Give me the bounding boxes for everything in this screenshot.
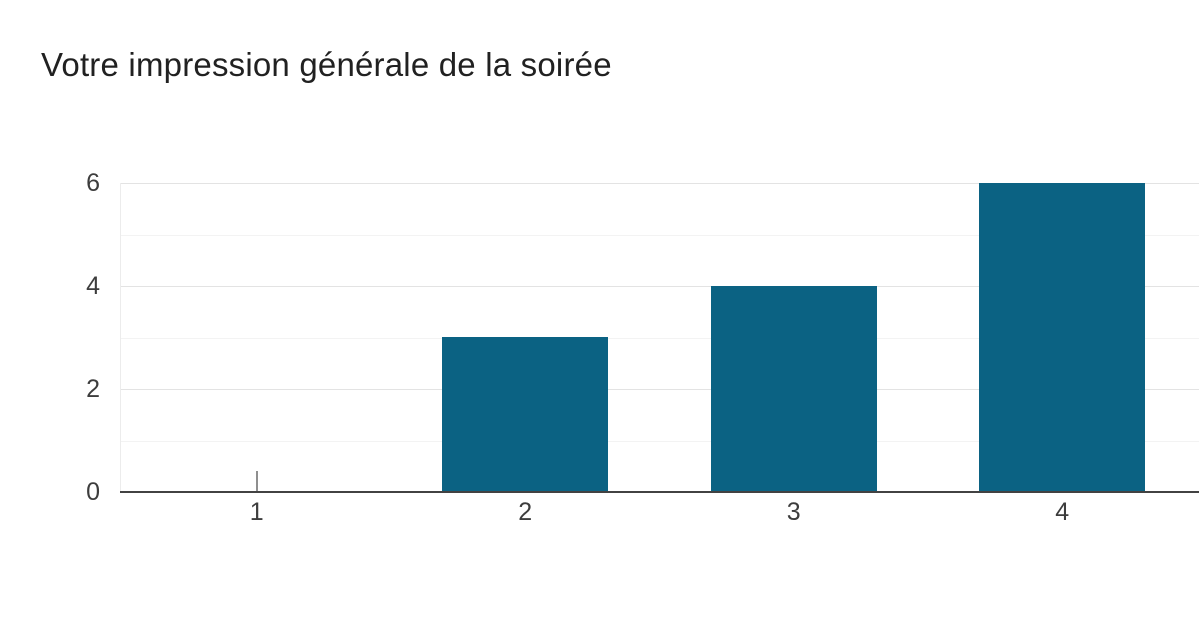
y-axis-tick-label-0: 0: [86, 478, 100, 506]
x-axis-category-label-4: 4: [1055, 498, 1070, 526]
bar-category-3: [710, 286, 877, 492]
y-axis-tick-label-6: 6: [86, 169, 100, 197]
minor-gridline-y5: [120, 234, 1199, 236]
bar-category-1-zero-marker: [255, 471, 258, 492]
chart-title: Votre impression générale de la soirée: [41, 46, 612, 83]
y-axis-tick-label-2: 2: [86, 375, 100, 403]
x-axis-category-label-2: 2: [518, 498, 533, 526]
minor-gridline-y3: [120, 337, 1199, 339]
x-axis-line: [120, 491, 1199, 493]
y-axis-tick-label-4: 4: [86, 272, 100, 300]
major-gridline-y4: [120, 286, 1199, 287]
bar-category-2: [442, 337, 609, 492]
x-axis-category-label-3: 3: [786, 498, 801, 526]
plot-left-border: [120, 183, 121, 492]
major-gridline-y2: [120, 389, 1199, 390]
x-axis-category-label-1: 1: [249, 498, 264, 526]
major-gridline-y6: [120, 183, 1199, 184]
bar-category-4: [979, 183, 1146, 492]
plot-area: [120, 183, 1199, 493]
minor-gridline-y1: [120, 440, 1199, 442]
